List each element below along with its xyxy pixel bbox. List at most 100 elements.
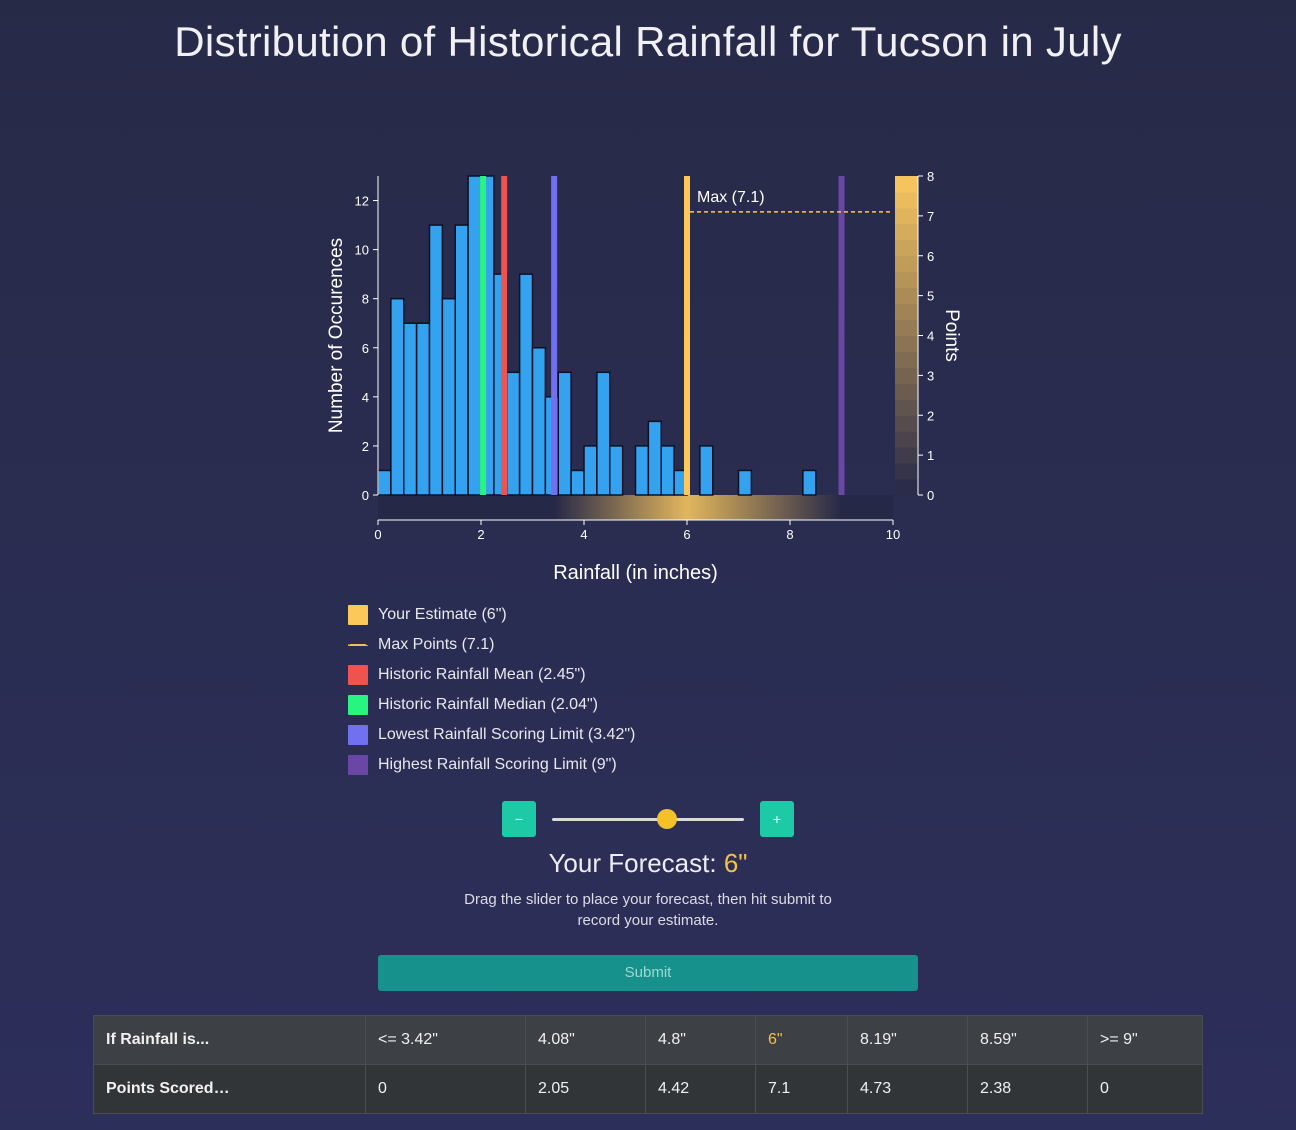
points-strip-segment [558, 495, 562, 520]
colorbar-segment [895, 287, 918, 305]
points-strip-segment [880, 495, 884, 520]
points-strip-segment [398, 495, 402, 520]
y2-tick-label: 3 [927, 368, 934, 383]
help-text: Drag the slider to place your forecast, … [464, 891, 832, 929]
forecast-slider-thumb[interactable] [657, 809, 678, 829]
forecast-label: Your Forecast: [548, 848, 724, 878]
y-tick-label: 10 [355, 243, 369, 258]
points-strip-segment [648, 495, 652, 520]
points-strip-segment [527, 495, 531, 520]
decrement-button[interactable]: − [502, 801, 536, 837]
x-tick-label: 10 [886, 527, 900, 542]
y2-tick-label: 7 [927, 209, 934, 224]
histogram-bar [415, 322, 431, 496]
histogram-bar [518, 273, 534, 496]
points-strip-segment [565, 495, 570, 520]
points-strip-segment [697, 495, 701, 520]
legend-label-lowest-limit: Lowest Rainfall Scoring Limit (3.42") [378, 726, 636, 743]
table-cell: 0 [365, 1064, 526, 1114]
points-strip-segment [452, 495, 456, 520]
legend-label-median: Historic Rainfall Median (2.04") [378, 696, 598, 713]
points-strip-segment [545, 495, 549, 520]
points-strip-segment [442, 495, 446, 520]
points-strip-segment [437, 495, 441, 520]
points-strip-segment [550, 495, 554, 520]
page-title: Distribution of Historical Rainfall for … [174, 18, 1122, 65]
points-strip-segment [380, 495, 384, 520]
points-strip-segment [447, 495, 451, 520]
chart-legend: Your Estimate (6") Max Points (7.1) Hist… [348, 600, 635, 780]
points-strip-segment [650, 495, 655, 520]
points-strip-segment [491, 495, 495, 520]
points-strip-segment [455, 495, 459, 520]
points-strip-segment [705, 495, 709, 520]
histogram-bar [557, 371, 572, 496]
histogram-bar [596, 371, 611, 496]
points-strip-segment [535, 495, 539, 520]
colorbar-segment [895, 191, 918, 209]
points-strip-segment [759, 495, 763, 520]
points-strip-segment [596, 495, 600, 520]
points-strip-segment [473, 495, 477, 520]
points-strip-segment [434, 495, 438, 520]
points-strip-segment [529, 495, 533, 520]
points-strip-segment [555, 495, 559, 520]
points-strip-segment [867, 495, 871, 520]
points-strip-segment [408, 495, 412, 520]
forecast-slider[interactable] [552, 809, 744, 829]
points-strip-segment [486, 495, 490, 520]
points-strip-segment [692, 495, 696, 520]
points-strip-segment [725, 495, 729, 520]
points-strip-segment [836, 495, 840, 520]
histogram-bar [699, 445, 714, 496]
points-strip-segment [385, 495, 389, 520]
points-strip-segment [396, 495, 400, 520]
table-cell: If Rainfall is... [93, 1015, 366, 1065]
legend-item-max-points: Max Points (7.1) [348, 630, 635, 660]
table-cell: 4.08" [525, 1015, 646, 1065]
points-strip-segment [782, 495, 786, 520]
max-points-annotation: Max (7.1) [697, 189, 765, 206]
y-axis-title: Number of Occurences [326, 238, 347, 433]
points-strip-segment [666, 495, 670, 520]
mean-line [501, 176, 508, 495]
colorbar-segment [895, 351, 918, 368]
points-strip-segment [774, 495, 778, 520]
points-strip-segment [607, 495, 611, 520]
points-strip-segment [591, 495, 595, 520]
points-strip-segment [790, 495, 794, 520]
legend-label-estimate: Your Estimate (6") [378, 606, 507, 623]
points-strip-segment [674, 495, 678, 520]
legend-item-lowest-limit: Lowest Rainfall Scoring Limit (3.42") [348, 720, 635, 750]
points-strip-segment [658, 495, 662, 520]
points-strip-segment [882, 495, 886, 520]
points-strip-segment [604, 495, 608, 520]
points-strip-segment [483, 495, 487, 520]
submit-button[interactable]: Submit [378, 955, 918, 991]
points-strip-segment [439, 495, 443, 520]
increment-button[interactable]: + [760, 801, 794, 837]
table-cell: 2.05 [525, 1064, 646, 1114]
points-strip-segment [844, 495, 848, 520]
points-strip-segment [854, 495, 858, 520]
highest-limit-line [838, 176, 845, 495]
y2-tick-label: 1 [927, 448, 934, 463]
points-strip-segment [488, 495, 492, 520]
points-strip-segment [645, 495, 649, 520]
histogram-bar [377, 469, 392, 496]
points-strip-segment [663, 495, 667, 520]
table-cell: 4.8" [645, 1015, 756, 1065]
points-strip-segment [720, 495, 724, 520]
points-strip-segment [519, 495, 523, 520]
legend-label-mean: Historic Rainfall Mean (2.45") [378, 666, 586, 683]
y2-tick-label: 2 [927, 408, 934, 423]
points-strip-segment [576, 495, 580, 520]
points-strip-segment [707, 495, 711, 520]
points-strip-segment [414, 495, 418, 520]
points-strip-segment [537, 495, 541, 520]
points-strip-segment [694, 495, 698, 520]
points-strip-segment [784, 495, 788, 520]
y-tick-label: 0 [362, 488, 369, 503]
